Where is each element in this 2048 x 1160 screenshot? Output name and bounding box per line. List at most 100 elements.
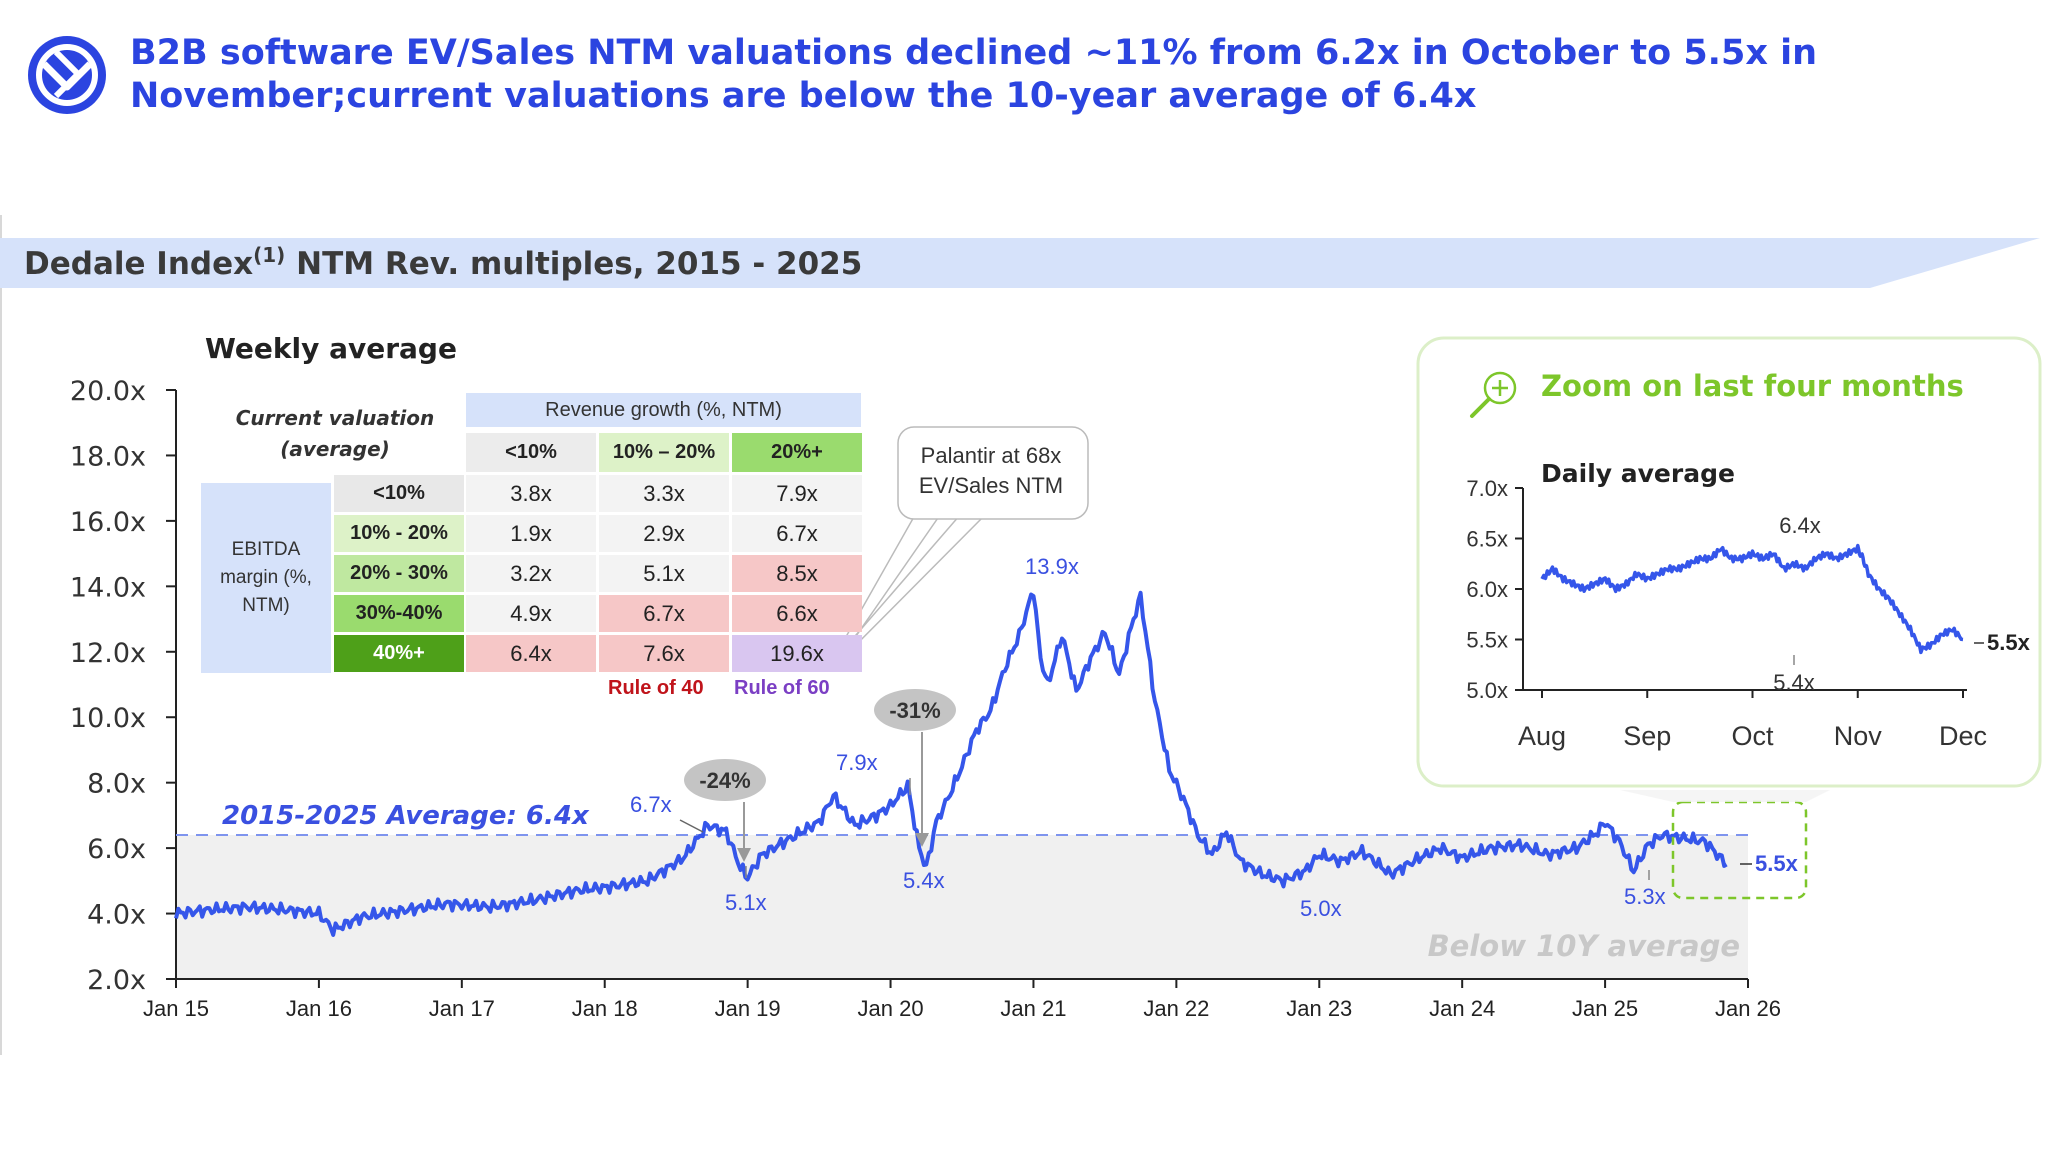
daily-average-label: Daily average (1541, 459, 1735, 488)
zoom-label-5.5x: 5.5x (1987, 630, 2031, 655)
zoom-y-tick-label: 5.0x (1466, 678, 1508, 703)
y-tick-label: 8.0x (87, 769, 146, 800)
callout-line2: EV/Sales NTM (918, 473, 1064, 498)
index-series-line (174, 590, 1728, 937)
table-cell: 7.6x (599, 635, 729, 672)
table-cell: 1.9x (466, 515, 596, 552)
average-label: 2015-2025 Average: 6.4x (222, 801, 590, 831)
y-tick-label: 2.0x (87, 965, 146, 996)
label-5.0x: 5.0x (1300, 896, 1342, 921)
below-average-label: Below 10Y average (1428, 929, 1740, 963)
row-header-lt10: <10% (334, 475, 464, 512)
row-header-20-30: 20% - 30% (334, 555, 464, 592)
table-cell: 6.6x (732, 595, 862, 632)
x-tick-label: Jan 19 (715, 996, 781, 1021)
main-annotations: 6.7x 5.1x -24% 7.9x 5.4x -31% 13.9x 5.0x… (630, 554, 1799, 921)
zoom-label-6.4x: 6.4x (1779, 513, 1821, 538)
x-tick-label: Jan 21 (1000, 996, 1066, 1021)
y-tick-label: 16.0x (70, 507, 146, 538)
rule-of-60-label: Rule of 60 (734, 677, 830, 699)
table-cell: 6.7x (599, 595, 729, 632)
rule-of-40-label: Rule of 40 (608, 677, 704, 699)
badge-minus24-text: -24% (699, 768, 750, 793)
col-header-10-20: 10% – 20% (599, 433, 729, 472)
arrow-head-minus24 (737, 848, 751, 862)
table-cell: 2.9x (599, 515, 729, 552)
label-5.5x-main: 5.5x (1755, 851, 1799, 876)
current-valuation-title: Current valuation (average) (205, 403, 465, 465)
x-tick-label: Jan 24 (1429, 996, 1495, 1021)
zoom-y-axis: 7.0x 6.5x 6.0x 5.5x 5.0x (1466, 476, 1524, 703)
label-5.3x: 5.3x (1624, 884, 1666, 909)
badge-minus31 (874, 689, 956, 731)
weekly-average-label: Weekly average (205, 332, 457, 365)
zoom-connector (1620, 790, 1830, 802)
table-cell: 8.5x (732, 555, 862, 592)
table-cell: 4.9x (466, 595, 596, 632)
table-cell: 6.4x (466, 635, 596, 672)
zoom-y-tick-label: 7.0x (1466, 476, 1508, 501)
row-header-10-20: 10% - 20% (334, 515, 464, 552)
table-cell: 3.8x (466, 475, 596, 512)
col-header-lt10: <10% (466, 433, 596, 472)
zoom-y-tick-label: 6.5x (1466, 527, 1508, 552)
col-header-20plus: 20%+ (732, 433, 862, 472)
ebitda-margin-header: EBITDA margin (%, NTM) (201, 483, 331, 673)
x-tick-label: Jan 20 (858, 996, 924, 1021)
x-axis: Jan 15 Jan 16 Jan 17 Jan 18 Jan 19 Jan 20 Jan … (143, 978, 1781, 1021)
zoom-x-tick-label: Dec (1939, 721, 1987, 751)
y-tick-label: 4.0x (87, 900, 146, 931)
label-5.1x: 5.1x (725, 890, 767, 915)
table-cell: 7.9x (732, 475, 862, 512)
table-cell: 3.3x (599, 475, 729, 512)
y-tick-label: 10.0x (70, 703, 146, 734)
cv-title-line2: (average) (280, 437, 390, 461)
title-line-1: B2B software EV/Sales NTM valuations dec… (130, 33, 1817, 73)
zoom-x-tick-label: Sep (1623, 721, 1671, 751)
magnifier-plus-icon (1470, 371, 1517, 418)
zoom-panel (1416, 336, 2042, 788)
label-6.7x: 6.7x (630, 792, 672, 817)
page-title: B2B software EV/Sales NTM valuations dec… (130, 32, 1930, 118)
section-banner (0, 238, 2040, 288)
x-tick-label: Jan 17 (429, 996, 495, 1021)
zoom-x-axis: Aug Sep Oct Nov Dec (1518, 689, 1987, 751)
banner-title: Dedale Index(1) NTM Rev. multiples, 2015… (24, 243, 862, 282)
leader-6.7 (679, 819, 704, 833)
y-tick-label: 14.0x (70, 572, 146, 603)
label-13.9x: 13.9x (1025, 554, 1079, 579)
row-header-30-40: 30%-40% (334, 595, 464, 632)
dedale-logo-icon (28, 36, 106, 114)
y-tick-label: 6.0x (87, 834, 146, 865)
y-tick-label: 18.0x (70, 441, 146, 472)
zoom-x-tick-label: Nov (1834, 721, 1883, 751)
x-tick-label: Jan 25 (1572, 996, 1638, 1021)
zoom-x-tick-label: Oct (1731, 721, 1774, 751)
badge-minus31-text: -31% (889, 698, 940, 723)
cv-title-line1: Current valuation (235, 406, 435, 430)
table-cell: 5.1x (599, 555, 729, 592)
revenue-growth-header: Revenue growth (%, NTM) (466, 393, 861, 427)
zoom-title: Zoom on last four months (1541, 369, 1964, 403)
x-tick-label: Jan 15 (143, 996, 209, 1021)
x-tick-label: Jan 16 (286, 996, 352, 1021)
palantir-callout: Palantir at 68x EV/Sales NTM (896, 441, 1086, 501)
row-header-40plus: 40%+ (334, 635, 464, 672)
label-5.4x: 5.4x (903, 868, 945, 893)
x-tick-label: Jan 22 (1143, 996, 1209, 1021)
zoom-y-tick-label: 5.5x (1466, 628, 1508, 653)
x-tick-label: Jan 18 (572, 996, 638, 1021)
zoom-series-line (1540, 543, 1964, 655)
y-tick-label: 20.0x (70, 376, 146, 407)
table-cell: 19.6x (732, 635, 862, 672)
title-line-2: November;current valuations are below th… (130, 76, 1477, 116)
x-tick-label: Jan 23 (1286, 996, 1352, 1021)
callout-bubble (897, 426, 1089, 520)
zoom-x-tick-label: Aug (1518, 721, 1566, 751)
badge-minus24 (684, 759, 766, 801)
zoom-label-5.4x: 5.4x (1773, 670, 1815, 695)
y-tick-label: 12.0x (70, 638, 146, 669)
x-tick-label: Jan 26 (1715, 996, 1781, 1021)
arrow-head-minus31 (915, 833, 929, 847)
